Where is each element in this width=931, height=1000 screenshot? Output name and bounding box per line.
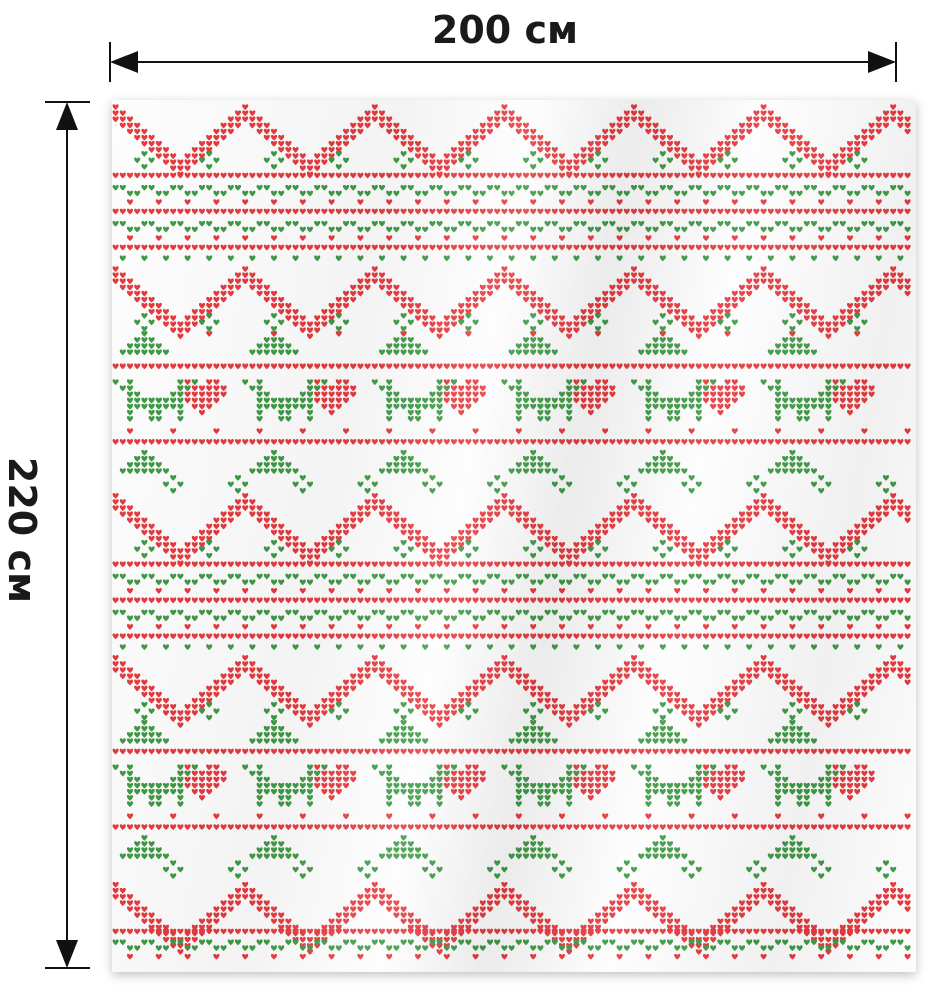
knit-pattern	[112, 104, 911, 960]
width-label: 200 см	[432, 8, 578, 52]
width-arrow-right	[868, 51, 896, 73]
width-arrow-left	[110, 51, 138, 73]
stitches	[112, 104, 911, 960]
fabric-panel	[112, 100, 916, 972]
height-arrow-bottom	[56, 940, 78, 968]
height-arrow-top	[56, 102, 78, 130]
